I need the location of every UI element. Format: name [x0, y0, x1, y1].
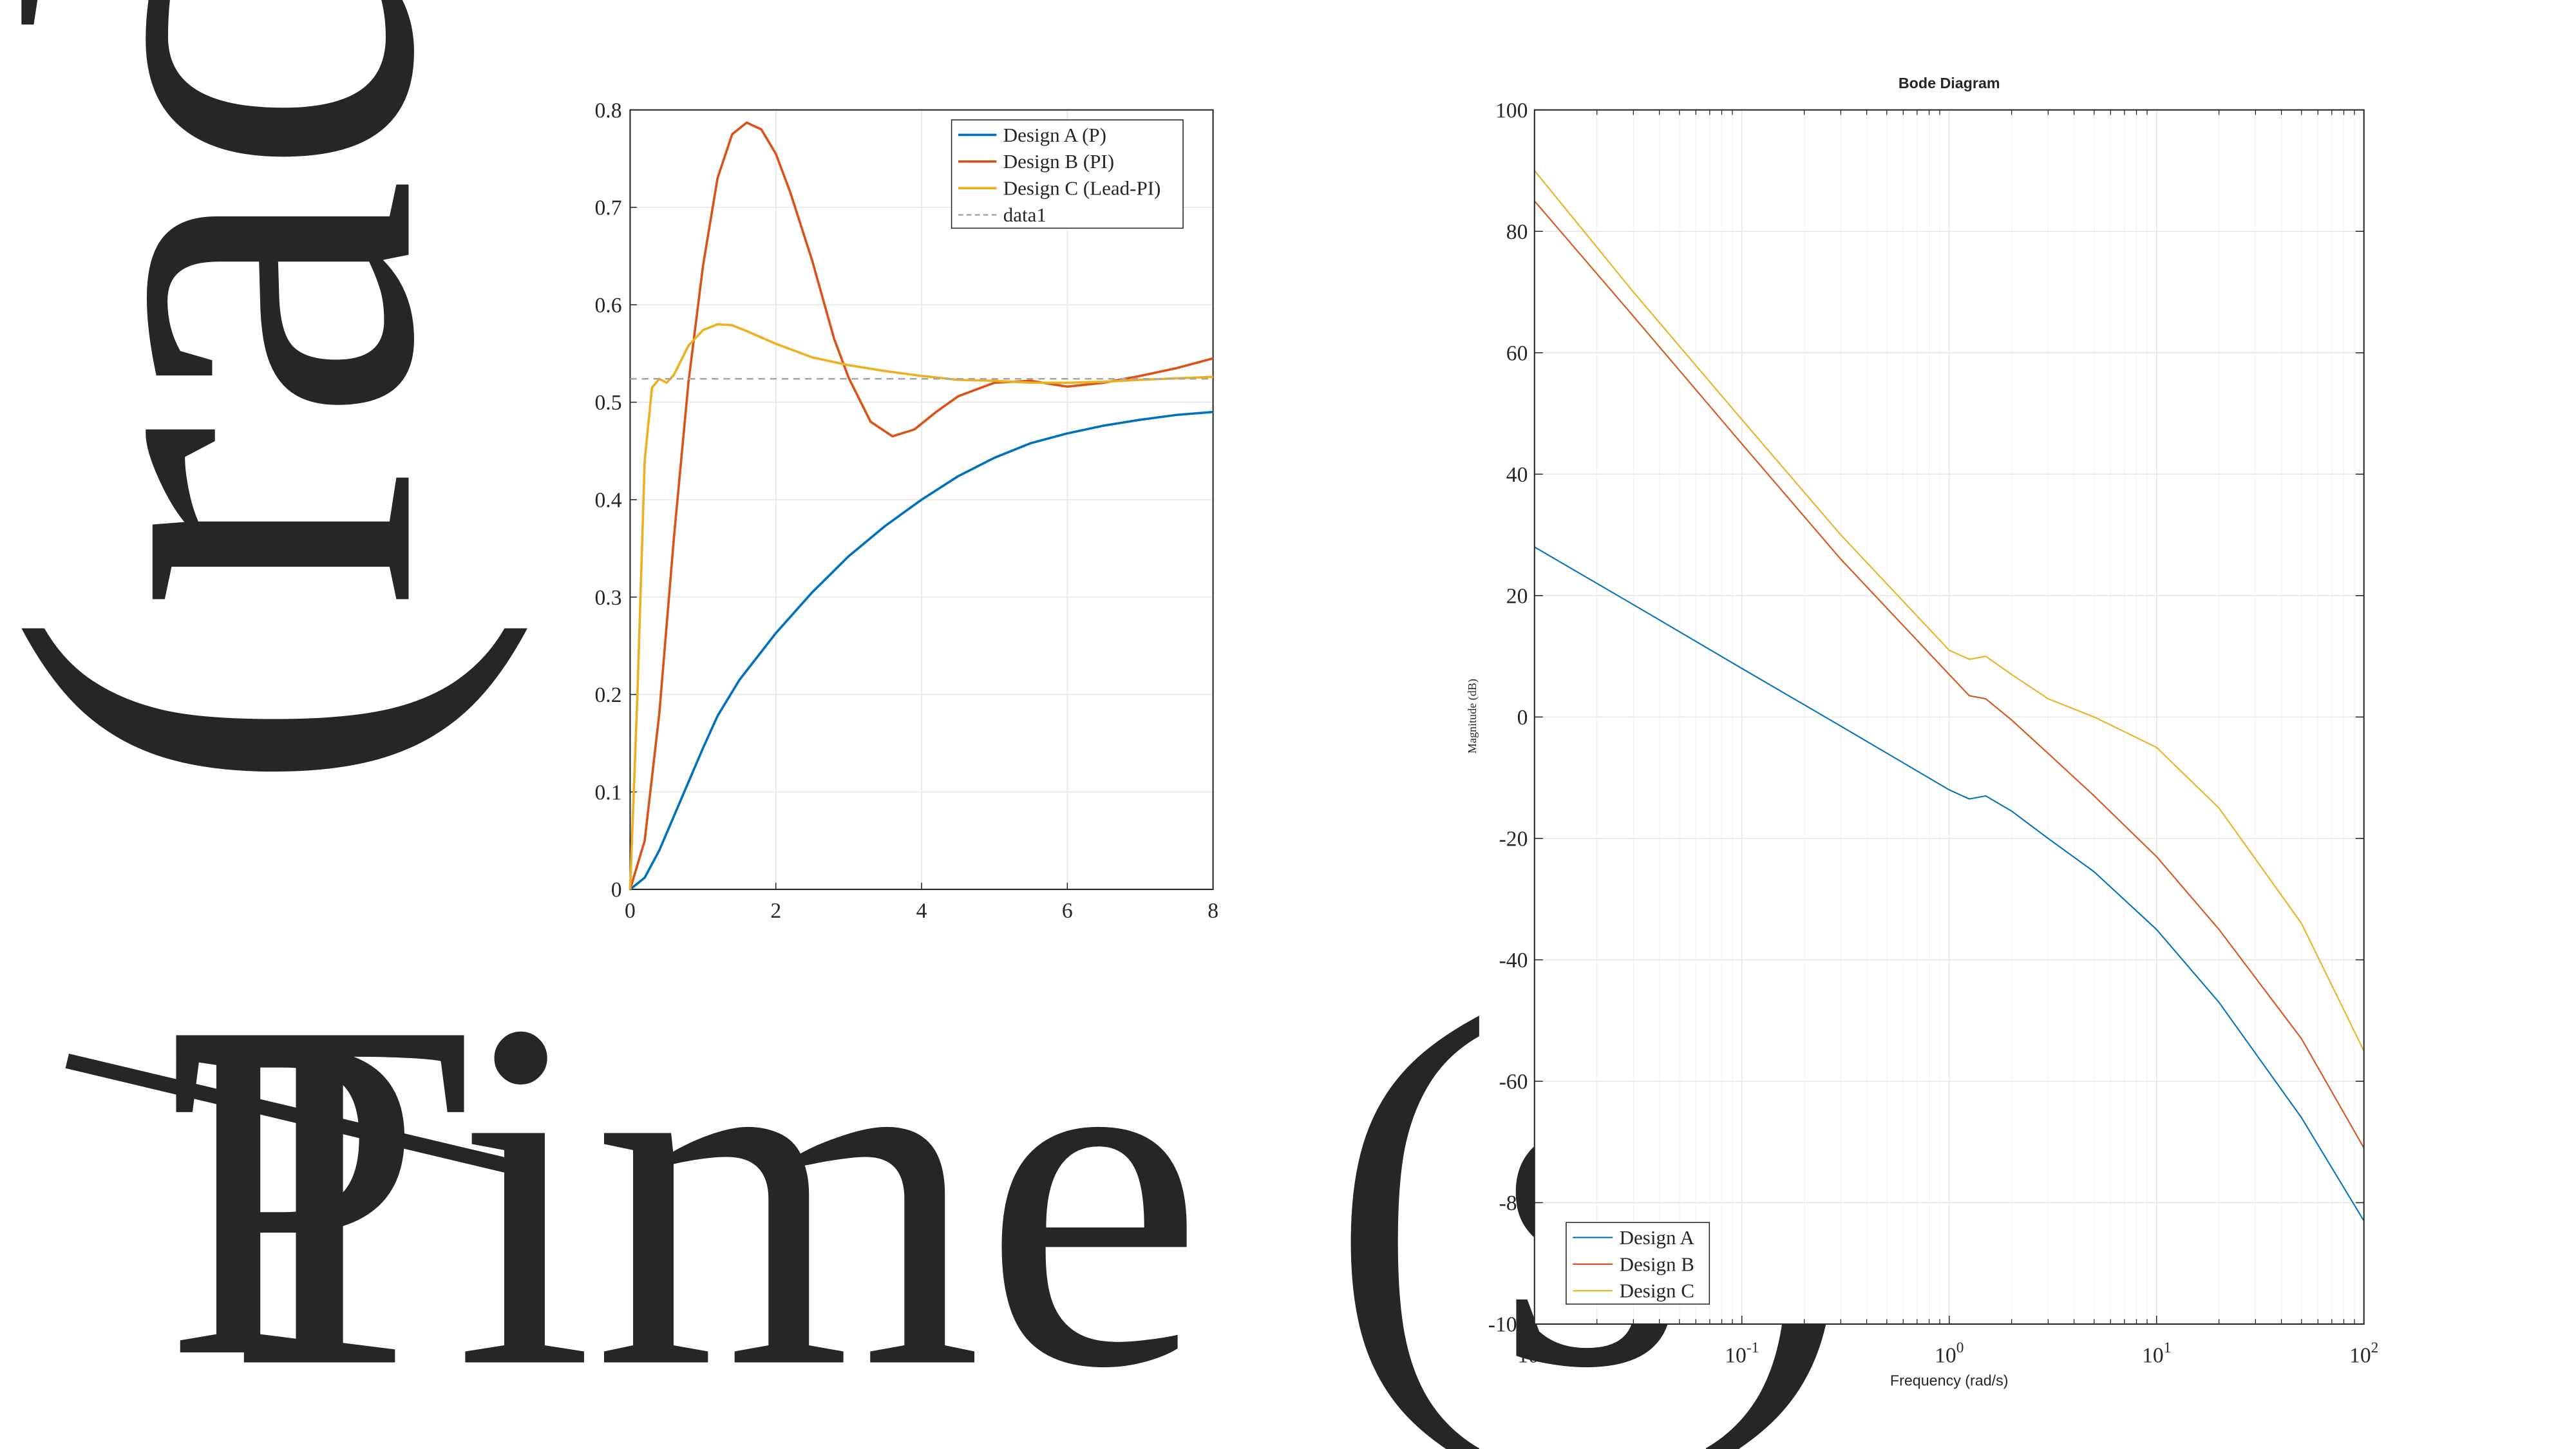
step-x-tick-label-3: 6 — [1062, 899, 1073, 923]
bode-y-tick-label-5: 0 — [1517, 706, 1528, 730]
legend-label-design-c: Design C — [1620, 1280, 1694, 1302]
bode-y-tick-label-4: 20 — [1506, 584, 1528, 608]
bode-x-tick-label-0: 10-2 — [1517, 1340, 1551, 1368]
step-y-tick-label-1: 0.1 — [595, 781, 622, 804]
bode-x-tick-label-4: 102 — [2349, 1340, 2378, 1368]
bode-y-tick-label-9: -80 — [1499, 1191, 1528, 1215]
bode-legend: Design A Design B Design C — [1566, 1222, 1710, 1305]
legend-label-design-b-pi: Design B (PI) — [1003, 150, 1114, 173]
step-x-tick-label-1: 2 — [770, 899, 781, 923]
bode-y-tick-label-8: -60 — [1499, 1070, 1528, 1094]
step-series-group — [629, 121, 1214, 891]
legend-label-design-b: Design B — [1620, 1253, 1694, 1275]
bode-series-design-a — [1534, 546, 2365, 1222]
bode-title: Bode Diagram — [1899, 75, 2000, 91]
vertical-overlay-label: (rad — [0, 0, 531, 796]
bode-y-tick-label-1: 80 — [1506, 220, 1528, 244]
step-y-tick-label-5: 0.5 — [595, 391, 622, 415]
step-y-tick-label-6: 0.6 — [595, 294, 622, 317]
step-series-design-a-p — [629, 410, 1213, 891]
bode-series-design-c — [1533, 170, 2365, 1052]
step-y-tick-label-3: 0.3 — [595, 586, 622, 610]
step-tick-labels: 0 2 4 6 8 0 0.1 0.2 0.3 0.4 0.5 0.6 0.7 0.8 — [595, 99, 1219, 923]
bode-y-tick-label-7: -40 — [1499, 949, 1528, 972]
step-legend: Design A (P) Design B (PI) Design C (Lea… — [951, 119, 1184, 229]
bode-tick-labels: 10-2 10-1 100 101 102100806040200-20-40-60-8… — [1488, 99, 2379, 1367]
bode-y-tick-label-0: 100 — [1495, 99, 1528, 122]
step-axes-box — [629, 109, 1214, 891]
step-y-tick-label-4: 0.4 — [595, 488, 622, 512]
bode-x-axis-label: Frequency (rad/s) — [1890, 1372, 2009, 1389]
step-y-tick-label-0: 0 — [611, 878, 622, 902]
bode-y-tick-label-10: -100 — [1488, 1313, 1528, 1337]
step-legend-box — [951, 119, 1184, 229]
legend-label-design-a: Design A — [1620, 1226, 1695, 1249]
legend-label-data1: data1 — [1003, 204, 1046, 226]
step-response-chart: 0 2 4 6 8 0 0.1 0.2 0.3 0.4 0.5 0.6 0.7 0.8 Design A … — [595, 99, 1219, 923]
bode-axes-box — [1533, 109, 2365, 1325]
step-series-design-b-pi — [629, 121, 1214, 890]
step-y-tick-label-7: 0.7 — [595, 196, 622, 220]
step-x-tick-label-4: 8 — [1208, 899, 1218, 923]
step-y-tick-label-2: 0.2 — [595, 683, 622, 707]
legend-label-design-c-lead-pi: Design C (Lead-PI) — [1003, 177, 1161, 200]
overlay-strike-line — [65, 1054, 511, 1173]
step-x-tick-label-2: 4 — [916, 899, 927, 923]
bode-x-tick-label-3: 101 — [2142, 1340, 2171, 1368]
step-series-design-c-lead-pi — [629, 323, 1213, 890]
step-x-tick-label-0: 0 — [625, 899, 636, 923]
bode-y-axis-label: Magnitude (dB) — [1466, 679, 1479, 753]
bode-magnitude-chart: Bode Diagram 10-2 10-1 100 101 1021008060402… — [1466, 75, 2378, 1389]
step-y-tick-label-8: 0.8 — [595, 99, 622, 122]
bode-y-tick-label-6: -20 — [1499, 828, 1528, 851]
bode-series-design-b — [1533, 200, 2365, 1149]
bode-y-tick-label-3: 40 — [1506, 463, 1528, 487]
bode-series-group — [1533, 170, 2365, 1222]
legend-label-design-a-p: Design A (P) — [1003, 124, 1106, 146]
p-overlay-glyph: P — [164, 937, 423, 1449]
bode-x-tick-label-2: 100 — [1935, 1340, 1964, 1368]
bode-y-tick-label-2: 60 — [1506, 341, 1528, 365]
